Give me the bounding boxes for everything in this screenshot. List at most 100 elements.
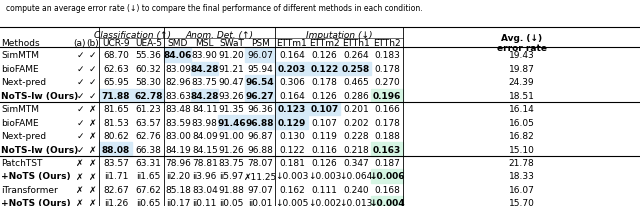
Text: UCR-9: UCR-9 [102, 39, 130, 48]
Text: 0.168: 0.168 [374, 185, 400, 194]
Text: Next-pred: Next-pred [1, 131, 47, 140]
Bar [164, 49, 191, 62]
Text: ⅱ0.01: ⅱ0.01 [248, 198, 273, 206]
Text: 91.88: 91.88 [219, 185, 244, 194]
Text: ✗: ✗ [76, 185, 84, 194]
Text: 0.264: 0.264 [343, 51, 369, 60]
Text: Next-pred: Next-pred [1, 78, 47, 87]
Text: 62.63: 62.63 [103, 64, 129, 74]
Text: ✓: ✓ [76, 118, 84, 127]
Text: 83.75: 83.75 [192, 78, 218, 87]
Text: 61.23: 61.23 [136, 105, 161, 114]
Text: 91.26: 91.26 [219, 145, 244, 154]
Bar [218, 116, 245, 129]
Bar [191, 89, 218, 102]
Bar [245, 76, 275, 89]
Text: Avg. (↓)
error rate: Avg. (↓) error rate [497, 34, 547, 53]
Text: Classification (↑): Classification (↑) [93, 30, 171, 39]
Text: ⅱ1.26: ⅱ1.26 [104, 198, 128, 206]
Text: 0.122: 0.122 [279, 145, 305, 154]
Text: ETTm2: ETTm2 [309, 39, 340, 48]
Text: ⅱ1.65: ⅱ1.65 [136, 172, 161, 180]
Text: 83.04: 83.04 [192, 185, 218, 194]
Bar [371, 169, 403, 183]
Text: 96.36: 96.36 [247, 105, 273, 114]
Text: 0.228: 0.228 [343, 131, 369, 140]
Text: 82.96: 82.96 [165, 78, 191, 87]
Text: 0.126: 0.126 [312, 158, 337, 167]
Text: 0.347: 0.347 [343, 158, 369, 167]
Text: ✓: ✓ [76, 105, 84, 114]
Text: ↓0.002: ↓0.002 [308, 198, 341, 206]
Text: 0.130: 0.130 [279, 131, 305, 140]
Text: 91.21: 91.21 [219, 64, 244, 74]
Text: ✓: ✓ [89, 78, 97, 87]
Text: ✓: ✓ [89, 91, 97, 100]
Text: 0.218: 0.218 [343, 145, 369, 154]
Text: 83.48: 83.48 [165, 105, 191, 114]
Text: 0.119: 0.119 [312, 131, 337, 140]
Text: 16.82: 16.82 [509, 131, 534, 140]
Text: ETTh2: ETTh2 [373, 39, 401, 48]
Bar [275, 116, 308, 129]
Text: 90.47: 90.47 [219, 78, 244, 87]
Text: 85.18: 85.18 [165, 185, 191, 194]
Text: 0.129: 0.129 [278, 118, 306, 127]
Text: ✗: ✗ [76, 158, 84, 167]
Bar [132, 89, 164, 102]
Text: 83.00: 83.00 [165, 131, 191, 140]
Bar [191, 62, 218, 76]
Bar [308, 102, 340, 116]
Text: 58.30: 58.30 [136, 78, 161, 87]
Text: ⅱ0.65: ⅱ0.65 [136, 198, 161, 206]
Text: 83.75: 83.75 [219, 158, 244, 167]
Text: 0.164: 0.164 [279, 91, 305, 100]
Text: 60.32: 60.32 [136, 64, 161, 74]
Text: 0.188: 0.188 [374, 131, 400, 140]
Text: ✗: ✗ [89, 145, 97, 154]
Text: 0.116: 0.116 [312, 145, 337, 154]
Text: 0.107: 0.107 [312, 118, 337, 127]
Text: 21.78: 21.78 [509, 158, 534, 167]
Text: 97.07: 97.07 [247, 185, 273, 194]
Text: 84.09: 84.09 [192, 131, 218, 140]
Text: ✓: ✓ [76, 145, 84, 154]
Bar [245, 89, 275, 102]
Text: 0.107: 0.107 [310, 105, 339, 114]
Text: 19.87: 19.87 [509, 64, 534, 74]
Text: ✗: ✗ [89, 105, 97, 114]
Text: 0.122: 0.122 [310, 64, 339, 74]
Bar [371, 196, 403, 206]
Text: 18.51: 18.51 [509, 91, 534, 100]
Text: 91.00: 91.00 [219, 131, 244, 140]
Text: 78.96: 78.96 [165, 158, 191, 167]
Text: ↓0.013: ↓0.013 [339, 198, 372, 206]
Text: 0.163: 0.163 [373, 145, 401, 154]
Text: 0.202: 0.202 [343, 118, 369, 127]
Bar [340, 62, 371, 76]
Text: +NoTS (Ours): +NoTS (Ours) [1, 172, 71, 180]
Text: 84.28: 84.28 [191, 64, 219, 74]
Text: 0.181: 0.181 [279, 158, 305, 167]
Text: ✗: ✗ [89, 118, 97, 127]
Text: 95.94: 95.94 [247, 64, 273, 74]
Text: MSL: MSL [196, 39, 214, 48]
Text: 16.07: 16.07 [509, 185, 534, 194]
Text: 0.240: 0.240 [343, 185, 369, 194]
Text: 0.196: 0.196 [373, 91, 401, 100]
Text: SMD: SMD [168, 39, 188, 48]
Text: 96.87: 96.87 [247, 131, 273, 140]
Text: PatchTST: PatchTST [1, 158, 43, 167]
Text: ⅱ0.17: ⅱ0.17 [166, 198, 190, 206]
Text: ⅱ0.05: ⅱ0.05 [220, 198, 244, 206]
Text: ⅱ5.97: ⅱ5.97 [220, 172, 244, 180]
Text: compute an average error rate (↓) to compare the final performance of different : compute an average error rate (↓) to com… [6, 4, 423, 13]
Text: 71.88: 71.88 [102, 91, 130, 100]
Text: ⅱ3.96: ⅱ3.96 [193, 172, 217, 180]
Text: 0.164: 0.164 [279, 51, 305, 60]
Text: Methods: Methods [1, 39, 40, 48]
Text: 96.07: 96.07 [247, 51, 273, 60]
Text: PSM: PSM [251, 39, 269, 48]
Text: ↓0.006: ↓0.006 [369, 172, 405, 180]
Text: 63.31: 63.31 [136, 158, 161, 167]
